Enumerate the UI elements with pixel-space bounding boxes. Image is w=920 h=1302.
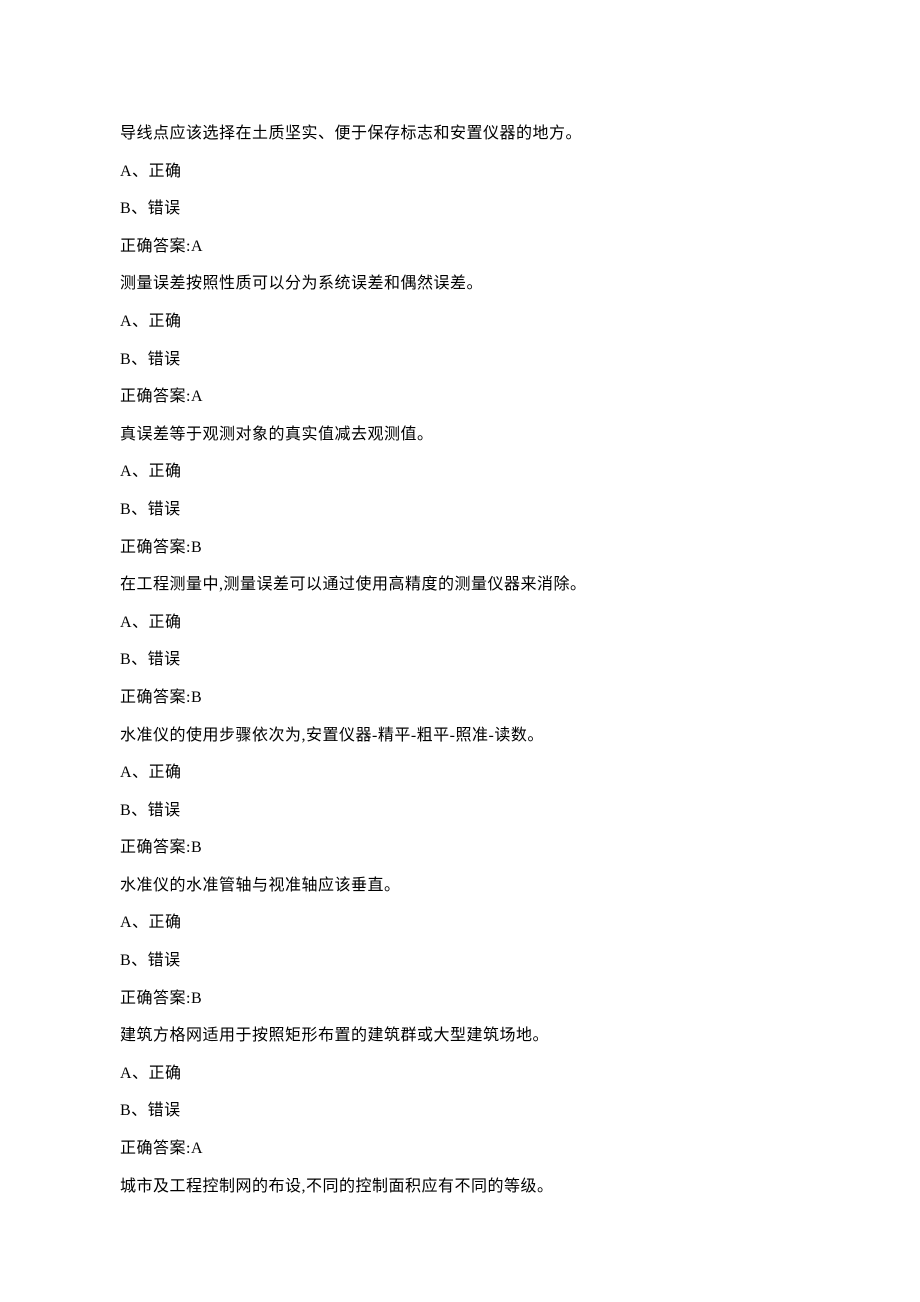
question-text: 水准仪的水准管轴与视准轴应该垂直。	[120, 867, 800, 905]
answer-line: 正确答案:B	[120, 679, 800, 717]
option-a: A、正确	[120, 1055, 800, 1093]
question-text: 导线点应该选择在土质坚实、便于保存标志和安置仪器的地方。	[120, 115, 800, 153]
question-text: 城市及工程控制网的布设,不同的控制面积应有不同的等级。	[120, 1168, 800, 1206]
option-b: B、错误	[120, 641, 800, 679]
option-a: A、正确	[120, 303, 800, 341]
question-text: 建筑方格网适用于按照矩形布置的建筑群或大型建筑场地。	[120, 1017, 800, 1055]
answer-line: 正确答案:B	[120, 529, 800, 567]
answer-line: 正确答案:A	[120, 378, 800, 416]
option-b: B、错误	[120, 491, 800, 529]
option-a: A、正确	[120, 604, 800, 642]
question-text: 在工程测量中,测量误差可以通过使用高精度的测量仪器来消除。	[120, 566, 800, 604]
option-b: B、错误	[120, 190, 800, 228]
question-text: 测量误差按照性质可以分为系统误差和偶然误差。	[120, 265, 800, 303]
answer-line: 正确答案:A	[120, 228, 800, 266]
question-text: 水准仪的使用步骤依次为,安置仪器-精平-粗平-照准-读数。	[120, 717, 800, 755]
option-b: B、错误	[120, 792, 800, 830]
option-b: B、错误	[120, 341, 800, 379]
question-text: 真误差等于观测对象的真实值减去观测值。	[120, 416, 800, 454]
document-page: 导线点应该选择在土质坚实、便于保存标志和安置仪器的地方。 A、正确 B、错误 正…	[0, 0, 920, 1285]
option-b: B、错误	[120, 1092, 800, 1130]
option-a: A、正确	[120, 754, 800, 792]
option-a: A、正确	[120, 904, 800, 942]
answer-line: 正确答案:A	[120, 1130, 800, 1168]
option-a: A、正确	[120, 153, 800, 191]
answer-line: 正确答案:B	[120, 980, 800, 1018]
option-a: A、正确	[120, 453, 800, 491]
option-b: B、错误	[120, 942, 800, 980]
answer-line: 正确答案:B	[120, 829, 800, 867]
